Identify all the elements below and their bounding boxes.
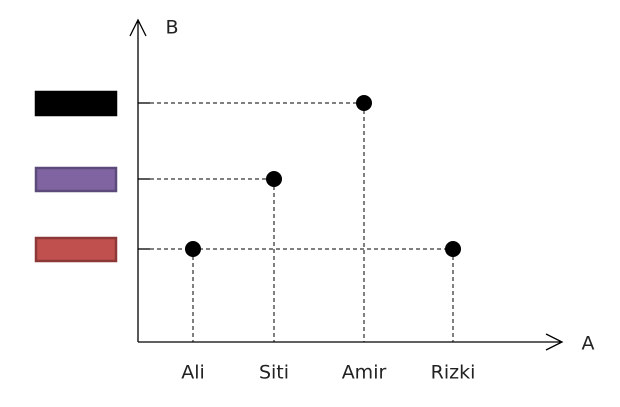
x-axis-label: A <box>582 333 595 355</box>
level-swatch <box>34 236 118 263</box>
point <box>185 241 201 257</box>
category-label: Amir <box>342 362 387 384</box>
level-swatch <box>34 166 118 193</box>
point <box>445 241 461 257</box>
point <box>266 171 282 187</box>
y-axis <box>129 18 147 342</box>
category-label: Rizki <box>431 362 476 384</box>
y-axis-label: B <box>165 17 178 39</box>
point <box>356 95 372 111</box>
category-label: Ali <box>181 362 205 384</box>
level-swatch <box>34 90 118 117</box>
category-label: Siti <box>259 362 289 384</box>
x-axis <box>138 333 564 351</box>
